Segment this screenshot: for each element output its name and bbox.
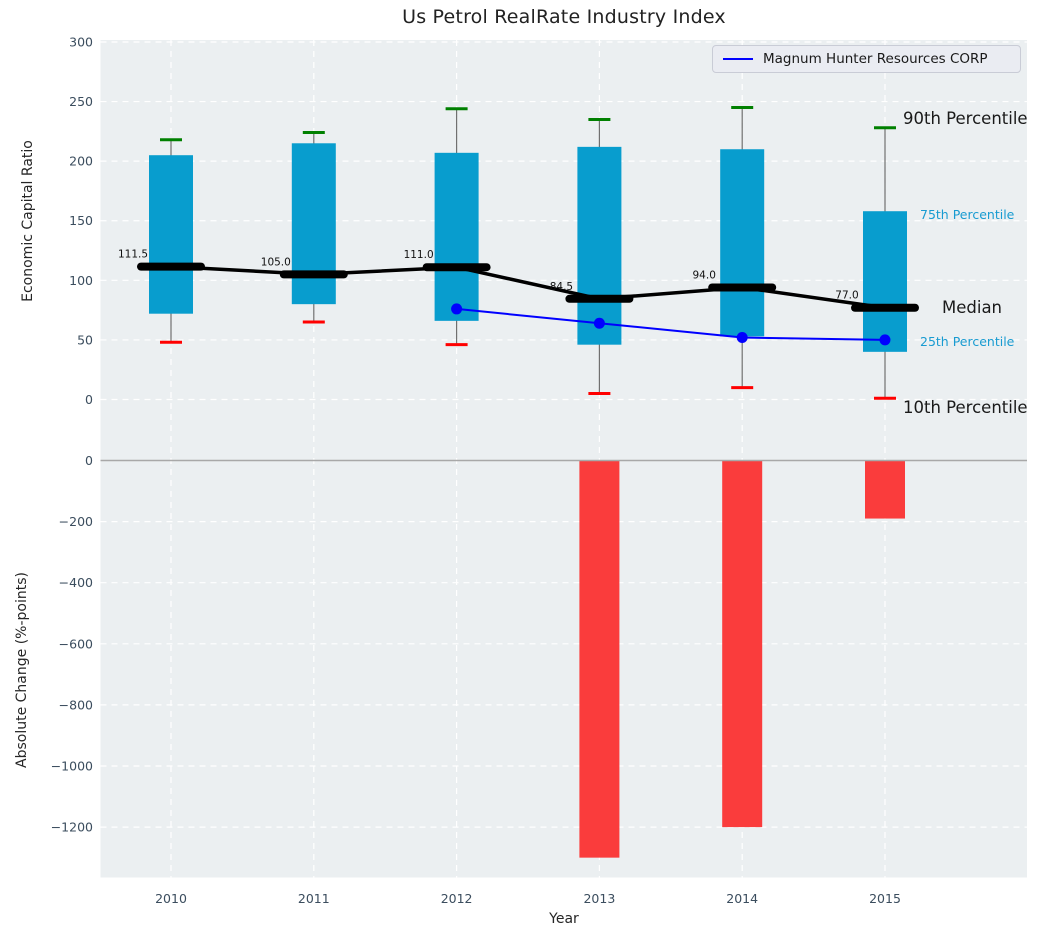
label-90th-percentile: 90th Percentile <box>903 109 1028 128</box>
bottom-y-tick-label: −200 <box>59 514 93 529</box>
median-value-label: 94.0 <box>693 269 716 281</box>
top-y-tick-label: 200 <box>69 154 93 169</box>
bottom-y-tick-label: −1000 <box>51 759 93 774</box>
legend-line-swatch-icon <box>723 58 753 60</box>
change-bar <box>865 460 905 519</box>
percentile-box <box>434 152 479 321</box>
company-marker <box>879 334 891 346</box>
company-line <box>456 307 886 341</box>
top-y-tick-label: 0 <box>85 392 93 407</box>
percentile-box <box>720 149 765 337</box>
x-axis-label: Year <box>549 911 579 927</box>
median-value-label: 84.5 <box>550 281 573 293</box>
x-tick-label: 2010 <box>155 891 187 906</box>
median-value-label: 77.0 <box>835 290 858 302</box>
bottom-y-tick-label: −600 <box>59 636 93 651</box>
bottom-y-axis-label: Absolute Change (%-points) <box>14 572 30 768</box>
legend-label: Magnum Hunter Resources CORP <box>763 51 988 67</box>
company-marker <box>593 317 605 329</box>
company-marker <box>451 303 463 315</box>
label-median: Median <box>942 298 1002 317</box>
top-y-tick-label: 250 <box>69 94 93 109</box>
percentile-box <box>863 211 907 352</box>
percentile-box <box>149 155 193 314</box>
change-bar <box>579 460 620 858</box>
bottom-y-tick-label: −400 <box>59 575 93 590</box>
x-tick-label: 2015 <box>869 891 901 906</box>
x-tick-label: 2011 <box>298 891 330 906</box>
median-value-label: 105.0 <box>261 256 291 268</box>
change-bar <box>722 460 763 828</box>
x-tick-label: 2014 <box>726 891 758 906</box>
bottom-y-tick-label: −1200 <box>51 820 93 835</box>
percentile-box <box>291 143 336 305</box>
legend: Magnum Hunter Resources CORP <box>712 45 1021 73</box>
percentile-box <box>577 146 622 345</box>
top-y-tick-label: 100 <box>69 273 93 288</box>
chart-title: Us Petrol RealRate Industry Index <box>402 6 726 28</box>
median-value-label: 111.5 <box>118 249 148 261</box>
label-10th-percentile: 10th Percentile <box>903 398 1028 417</box>
top-y-tick-label: 150 <box>69 213 93 228</box>
top-y-tick-label: 50 <box>77 332 93 347</box>
bottom-y-tick-label: −800 <box>59 697 93 712</box>
top-y-tick-label: 300 <box>69 34 93 49</box>
plot-background <box>100 40 1027 878</box>
top-y-axis-label: Economic Capital Ratio <box>20 140 36 302</box>
x-tick-label: 2012 <box>441 891 473 906</box>
bottom-y-tick-label: 0 <box>85 453 93 468</box>
label-25th-percentile: 25th Percentile <box>920 334 1015 349</box>
label-75th-percentile: 75th Percentile <box>920 207 1015 222</box>
x-tick-label: 2013 <box>583 891 615 906</box>
median-value-label: 111.0 <box>404 249 434 261</box>
company-marker <box>736 332 748 344</box>
